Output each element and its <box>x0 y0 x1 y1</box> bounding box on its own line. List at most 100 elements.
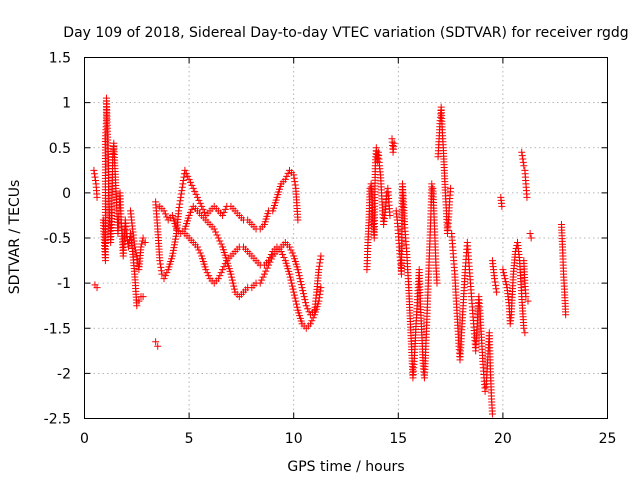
data-point <box>191 187 199 195</box>
data-point <box>161 210 169 218</box>
data-point <box>287 276 295 284</box>
data-point <box>291 181 299 189</box>
data-point <box>184 172 192 180</box>
data-point <box>317 252 325 260</box>
data-point <box>266 254 274 262</box>
data-point <box>287 246 295 254</box>
data-point <box>523 193 531 201</box>
data-point <box>262 267 270 275</box>
data-point <box>386 211 394 219</box>
data-point <box>491 278 499 286</box>
data-point <box>527 234 535 242</box>
data-point <box>258 276 266 284</box>
data-point <box>447 184 455 192</box>
data-point <box>141 239 149 247</box>
data-point <box>286 243 294 251</box>
data-point <box>290 174 298 182</box>
data-point <box>124 243 132 251</box>
data-point <box>221 205 229 213</box>
data-point <box>228 276 236 284</box>
data-point <box>199 205 207 213</box>
data-point <box>292 300 300 308</box>
data-point <box>309 314 317 322</box>
data-point <box>280 254 288 262</box>
data-point <box>177 193 185 201</box>
y-tick-label: -2.5 <box>44 412 71 428</box>
data-point <box>499 266 507 274</box>
data-point <box>295 272 303 280</box>
data-point <box>291 294 299 302</box>
data-point <box>179 176 187 184</box>
data-point <box>296 275 304 283</box>
y-axis-label: SDTVAR / TECUs <box>7 180 23 295</box>
data-point <box>90 166 98 174</box>
data-point <box>308 317 316 325</box>
data-point <box>267 251 275 259</box>
data-point <box>500 269 508 277</box>
data-point <box>219 211 227 219</box>
data-point <box>288 249 296 257</box>
data-point <box>213 231 221 239</box>
data-point <box>175 207 183 215</box>
data-point <box>179 180 187 188</box>
data-point <box>294 266 302 274</box>
data-point <box>290 288 298 296</box>
data-point <box>181 166 189 174</box>
data-point <box>131 243 139 251</box>
x-tick-label: 15 <box>389 431 407 447</box>
data-point <box>288 282 296 290</box>
data-point <box>301 296 309 304</box>
data-point <box>90 170 98 178</box>
data-point <box>152 338 160 346</box>
data-point <box>521 329 529 337</box>
data-point <box>188 205 196 213</box>
data-point <box>524 297 532 305</box>
data-point <box>212 228 220 236</box>
data-point <box>297 281 305 289</box>
data-point <box>217 240 225 248</box>
data-point <box>366 184 374 192</box>
data-point <box>501 275 509 283</box>
data-point <box>210 225 218 233</box>
data-point <box>291 178 299 186</box>
data-point <box>138 240 146 248</box>
data-point <box>175 204 183 212</box>
data-point <box>256 279 264 287</box>
data-point <box>186 208 194 216</box>
data-point <box>91 173 99 181</box>
data-point <box>299 287 307 295</box>
data-point <box>220 263 228 271</box>
data-point <box>518 148 526 156</box>
data-point <box>316 290 324 298</box>
data-point <box>317 284 325 292</box>
data-point <box>493 288 501 296</box>
data-point <box>315 266 323 274</box>
data-point <box>502 281 510 289</box>
x-tick-labels: 0 5 10 15 20 25 <box>80 431 616 447</box>
y-tick-label: -0.5 <box>44 231 71 247</box>
data-point <box>182 169 190 177</box>
chart-title: Day 109 of 2018, Sidereal Day-to-day VTE… <box>63 25 628 41</box>
data-point <box>281 175 289 183</box>
data-point <box>180 173 188 181</box>
data-point <box>302 302 310 310</box>
data-point <box>315 297 323 305</box>
data-point <box>192 190 200 198</box>
data-point <box>277 248 285 256</box>
data-point <box>304 305 312 313</box>
data-point <box>433 279 441 287</box>
data-point <box>306 320 314 328</box>
data-point <box>299 290 307 298</box>
data-point <box>186 178 194 186</box>
data-point <box>230 285 238 293</box>
data-point <box>160 207 168 215</box>
y-tick-label: -1 <box>57 276 71 292</box>
data-point <box>139 293 147 301</box>
data-point <box>93 284 101 292</box>
y-tick-label: 0.5 <box>49 141 71 157</box>
data-point <box>315 262 323 270</box>
y-tick-label: -1.5 <box>44 321 71 337</box>
data-point <box>156 257 164 265</box>
data-point <box>428 180 436 188</box>
